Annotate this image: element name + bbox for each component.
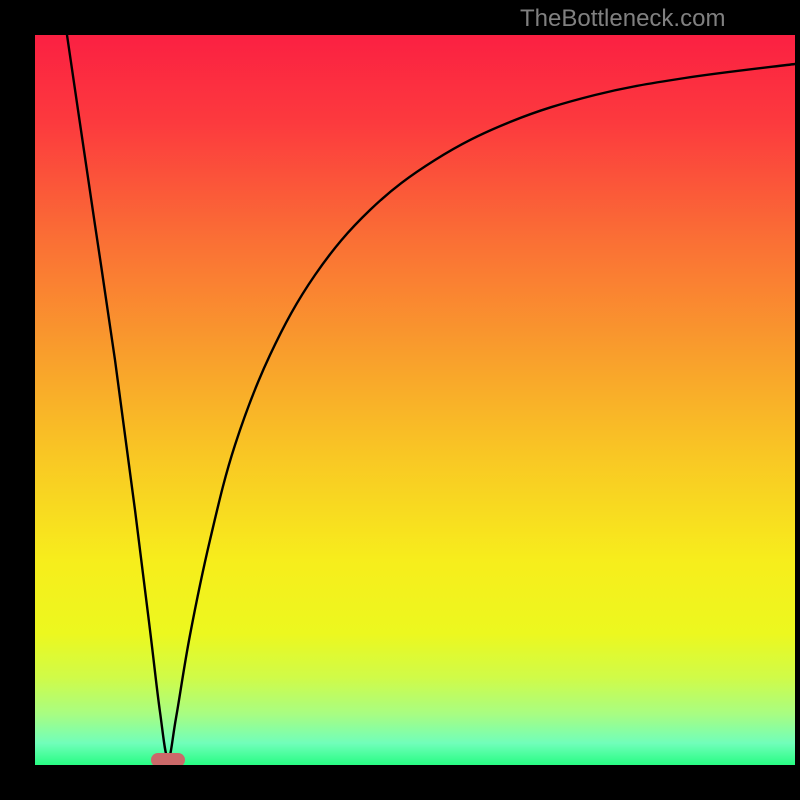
frame-bottom [0, 765, 800, 800]
plot-background [35, 35, 795, 765]
watermark-text: TheBottleneck.com [520, 5, 725, 33]
frame-left [0, 0, 35, 800]
chart-container: { "canvas": { "width": 800, "height": 80… [0, 0, 800, 800]
frame-right [795, 0, 800, 800]
